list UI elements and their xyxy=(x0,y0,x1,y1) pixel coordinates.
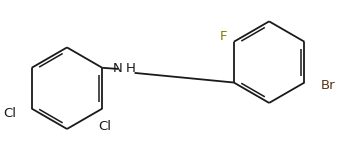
Text: F: F xyxy=(220,30,227,43)
Text: H: H xyxy=(126,62,136,75)
Text: Br: Br xyxy=(320,79,335,92)
Text: Cl: Cl xyxy=(99,120,112,133)
Text: N: N xyxy=(113,62,123,75)
Text: Cl: Cl xyxy=(3,107,16,120)
